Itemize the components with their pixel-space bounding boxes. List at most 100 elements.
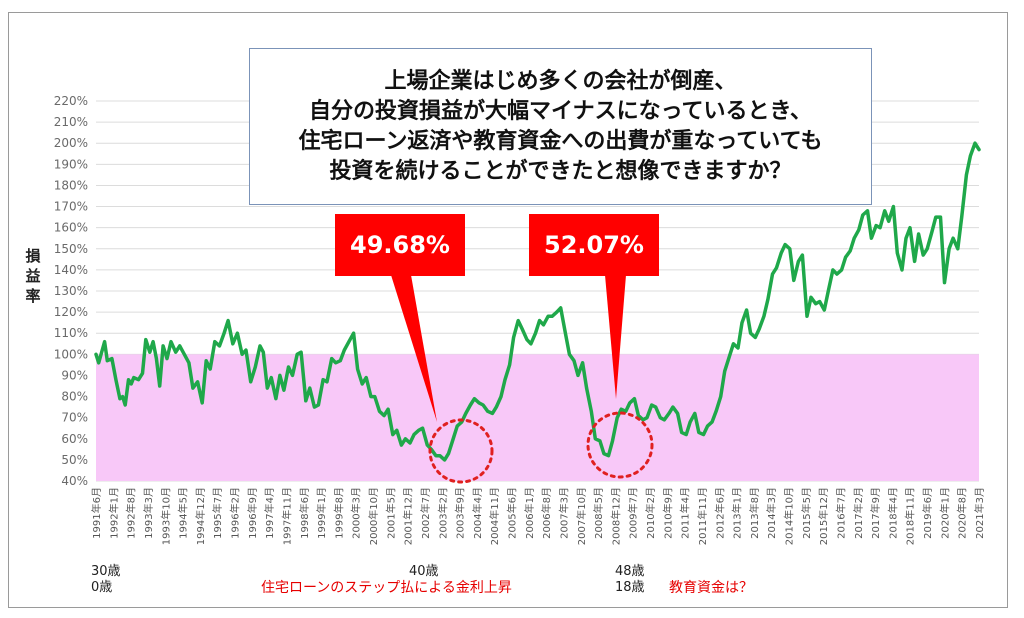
x-tick-label: 2004年4月 — [471, 487, 484, 539]
x-tick-label: 2017年9月 — [869, 487, 882, 539]
callout-pointer-2009 — [605, 275, 626, 399]
y-tick-label: 110% — [54, 326, 88, 340]
y-label-char: 率 — [25, 287, 40, 305]
x-tick-label: 1997年4月 — [263, 487, 276, 539]
x-tick-label: 2020年8月 — [956, 487, 969, 539]
callout-pointer-2003 — [391, 275, 437, 422]
callout-label-2003: 49.68% — [350, 231, 450, 259]
question-line-4: 投資を続けることができたと想像できますか？ — [329, 158, 792, 184]
x-tick-label: 2003年9月 — [454, 487, 467, 539]
y-tick-label: 40% — [61, 474, 88, 488]
callouts — [335, 214, 659, 422]
low-point-markers — [428, 411, 654, 484]
x-tick-label: 1996年9月 — [246, 487, 259, 539]
x-tick-label: 1992年1月 — [107, 487, 120, 539]
y-tick-label: 170% — [54, 200, 88, 214]
x-tick-label: 2000年3月 — [350, 487, 363, 539]
low-point-circle — [586, 411, 654, 479]
y-tick-label: 130% — [54, 284, 88, 298]
x-tick-label: 2018年11月 — [904, 487, 917, 545]
x-tick-label: 2015年12月 — [817, 487, 830, 545]
loss-highlight-band — [96, 354, 979, 481]
x-tick-label: 1996年2月 — [229, 487, 242, 539]
x-tick-label: 2001年5月 — [384, 487, 397, 539]
x-tick-label: 1995年7月 — [211, 487, 224, 539]
x-tick-label: 2002年7月 — [419, 487, 432, 539]
x-tick-label: 1999年1月 — [315, 487, 328, 539]
y-tick-label: 80% — [61, 390, 88, 404]
callout-box-2003 — [335, 214, 465, 276]
x-tick-label: 2017年2月 — [852, 487, 865, 539]
question-line-3: 住宅ローン返済や教育資金への出費が重なっていても — [298, 128, 823, 154]
x-tick-label: 2014年3月 — [765, 487, 778, 539]
chart-frame: 220% 210% 200% 190% 180% 170% 160% 150% 140% 130%… — [8, 12, 1008, 608]
x-axis-ticks: 1991年6月 1992年1月 1992年8月 1993年3月 1993年10月 1994… — [90, 487, 986, 545]
callout-label-2009: 52.07% — [544, 231, 644, 259]
chart-svg: 220% 210% 200% 190% 180% 170% 160% 150% 140% 130%… — [25, 94, 986, 545]
y-label-char: 益 — [25, 267, 40, 285]
question-box: 上場企業はじめ多くの会社が倒産、 自分の投資損益が大幅マイナスになっているとき、… — [249, 48, 872, 205]
x-tick-label: 2010年9月 — [661, 487, 674, 539]
y-tick-label: 90% — [61, 368, 88, 382]
y-tick-label: 140% — [54, 263, 88, 277]
x-tick-label: 2011年4月 — [679, 487, 692, 539]
x-tick-label: 2004年11月 — [488, 487, 501, 545]
x-tick-label: 2021年3月 — [973, 487, 986, 539]
callout-box-2009 — [529, 214, 659, 276]
x-tick-label: 1994年5月 — [177, 487, 190, 539]
x-tick-label: 2009年7月 — [627, 487, 640, 539]
y-tick-label: 190% — [54, 157, 88, 171]
y-tick-label: 150% — [54, 242, 88, 256]
x-tick-label: 2014年10月 — [783, 487, 796, 545]
x-tick-label: 2018年4月 — [886, 487, 899, 539]
x-tick-label: 1998年6月 — [298, 487, 311, 539]
x-tick-label: 1999年8月 — [332, 487, 345, 539]
x-tick-label: 1997年11月 — [280, 487, 293, 545]
x-tick-label: 2013年8月 — [748, 487, 761, 539]
x-tick-label: 2019年6月 — [921, 487, 934, 539]
y-label-char: 損 — [25, 247, 41, 265]
x-tick-label: 1994年12月 — [194, 487, 207, 545]
x-tick-label: 2001年12月 — [402, 487, 415, 545]
x-tick-label: 2003年2月 — [436, 487, 449, 539]
x-tick-label: 2012年6月 — [713, 487, 726, 539]
x-tick-label: 2000年10月 — [367, 487, 380, 545]
x-tick-label: 2007年3月 — [557, 487, 570, 539]
y-tick-label: 220% — [54, 94, 88, 108]
x-tick-label: 1991年6月 — [90, 487, 103, 539]
x-tick-label: 2005年6月 — [506, 487, 519, 539]
age-child-2009: 18歳 — [615, 580, 645, 595]
x-tick-label: 2010年2月 — [644, 487, 657, 539]
age-self-2001: 40歳 — [409, 564, 439, 579]
x-tick-label: 2015年5月 — [800, 487, 813, 539]
y-tick-label: 120% — [54, 305, 88, 319]
x-tick-label: 2008年5月 — [592, 487, 605, 539]
y-tick-label: 50% — [61, 453, 88, 467]
x-tick-label: 2011年11月 — [696, 487, 709, 545]
x-tick-label: 1993年3月 — [142, 487, 155, 539]
series-line-profit-rate — [94, 141, 981, 462]
question-line-1: 上場企業はじめ多くの会社が倒産、 — [384, 68, 737, 94]
y-axis-label: 損益率 — [25, 247, 41, 305]
y-axis-ticks: 220% 210% 200% 190% 180% 170% 160% 150% 140% 130%… — [54, 94, 88, 488]
y-tick-label: 100% — [54, 347, 88, 361]
age-self-1991: 30歳 — [91, 564, 121, 579]
x-tick-label: 1992年8月 — [125, 487, 138, 539]
x-tick-label: 1993年10月 — [159, 487, 172, 545]
x-tick-label: 2016年7月 — [834, 487, 847, 539]
y-tick-label: 210% — [54, 115, 88, 129]
x-tick-label: 2006年1月 — [523, 487, 536, 539]
age-self-2009: 48歳 — [615, 564, 645, 579]
y-tick-label: 70% — [61, 411, 88, 425]
y-tick-label: 60% — [61, 432, 88, 446]
y-tick-label: 180% — [54, 178, 88, 192]
x-tick-label: 2007年10月 — [575, 487, 588, 545]
x-tick-label: 2020年1月 — [938, 487, 951, 539]
question-line-2: 自分の投資損益が大幅マイナスになっているとき、 — [309, 98, 812, 124]
x-tick-label: 2013年1月 — [731, 487, 744, 539]
y-tick-label: 200% — [54, 136, 88, 150]
low-point-circle — [428, 418, 494, 484]
age-child-1991: 0歳 — [91, 580, 113, 595]
x-tick-label: 2006年8月 — [540, 487, 553, 539]
y-tick-label: 160% — [54, 221, 88, 235]
